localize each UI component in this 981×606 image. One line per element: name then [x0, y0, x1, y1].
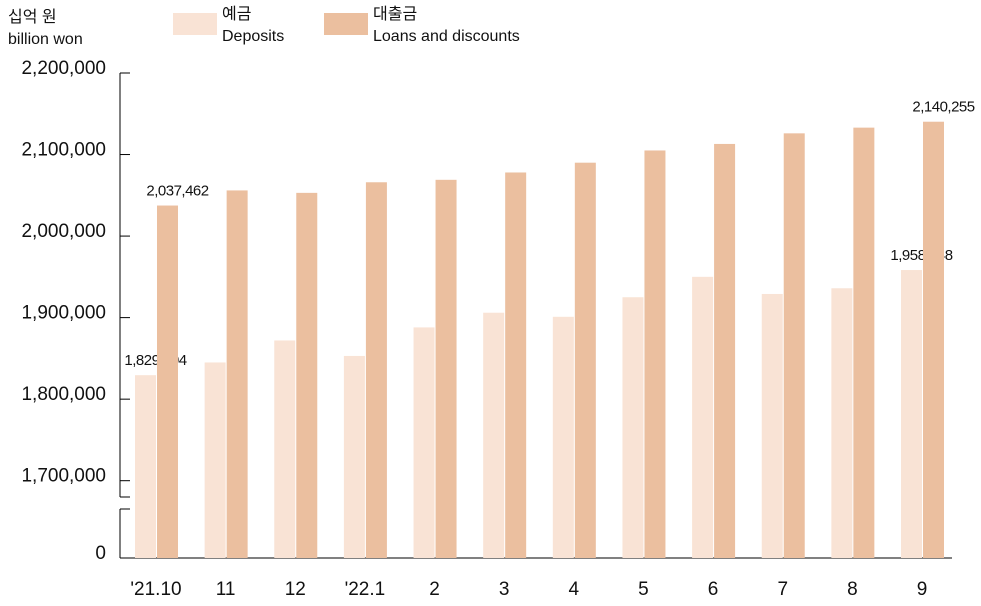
x-tick-label: '21.10	[130, 579, 181, 600]
x-tick-label: 3	[499, 579, 510, 600]
bar	[574, 162, 596, 558]
y-tick-label: 2,100,000	[21, 140, 106, 161]
bar	[901, 270, 922, 558]
x-tick-label: 12	[285, 579, 306, 600]
legend-swatch	[324, 13, 368, 35]
bar	[853, 127, 875, 558]
y-label: 십억 원	[8, 8, 57, 26]
x-tick-label: 6	[708, 579, 719, 600]
y-tick-label: 2,000,000	[21, 221, 106, 242]
y-label-en: billion won	[8, 31, 83, 48]
x-tick-label: 4	[569, 579, 580, 600]
legend-label: 예금	[222, 5, 251, 23]
bar	[413, 327, 435, 558]
legend-label: 대출금	[373, 5, 417, 23]
x-tick-label: 9	[917, 579, 928, 600]
bar	[135, 375, 156, 558]
y-tick-label: 1,700,000	[21, 466, 106, 487]
value-label: 2,140,255	[912, 99, 974, 116]
legend-label: Deposits	[222, 28, 284, 45]
bar	[343, 355, 365, 558]
bar	[761, 293, 783, 558]
bar	[644, 150, 666, 558]
x-tick-label: 11	[216, 579, 236, 600]
bar	[692, 276, 714, 558]
bar	[505, 172, 527, 558]
bar	[365, 182, 387, 558]
y-tick-label: 1,800,000	[21, 384, 106, 405]
bar	[483, 312, 505, 558]
bar	[274, 340, 296, 558]
bar	[831, 288, 853, 558]
bar	[923, 121, 944, 559]
x-tick-label: 8	[847, 579, 858, 600]
y-tick-label: 2,200,000	[21, 58, 106, 79]
y-tick-label: 0	[95, 543, 106, 564]
bar	[226, 190, 248, 558]
bar	[622, 297, 644, 558]
x-tick-label: '22.1	[345, 579, 386, 600]
bar	[714, 143, 736, 558]
bar	[435, 179, 457, 559]
x-tick-label: 7	[777, 579, 788, 600]
bar	[783, 133, 805, 559]
value-label: 2,037,462	[146, 182, 208, 199]
legend-swatch	[173, 13, 217, 35]
bar	[552, 316, 574, 558]
bar	[204, 362, 226, 558]
bar	[296, 192, 318, 558]
bar	[157, 205, 178, 558]
x-tick-label: 2	[429, 579, 440, 600]
y-tick-label: 1,900,000	[21, 303, 106, 324]
x-tick-label: 5	[638, 579, 649, 600]
legend-label: Loans and discounts	[373, 28, 520, 45]
